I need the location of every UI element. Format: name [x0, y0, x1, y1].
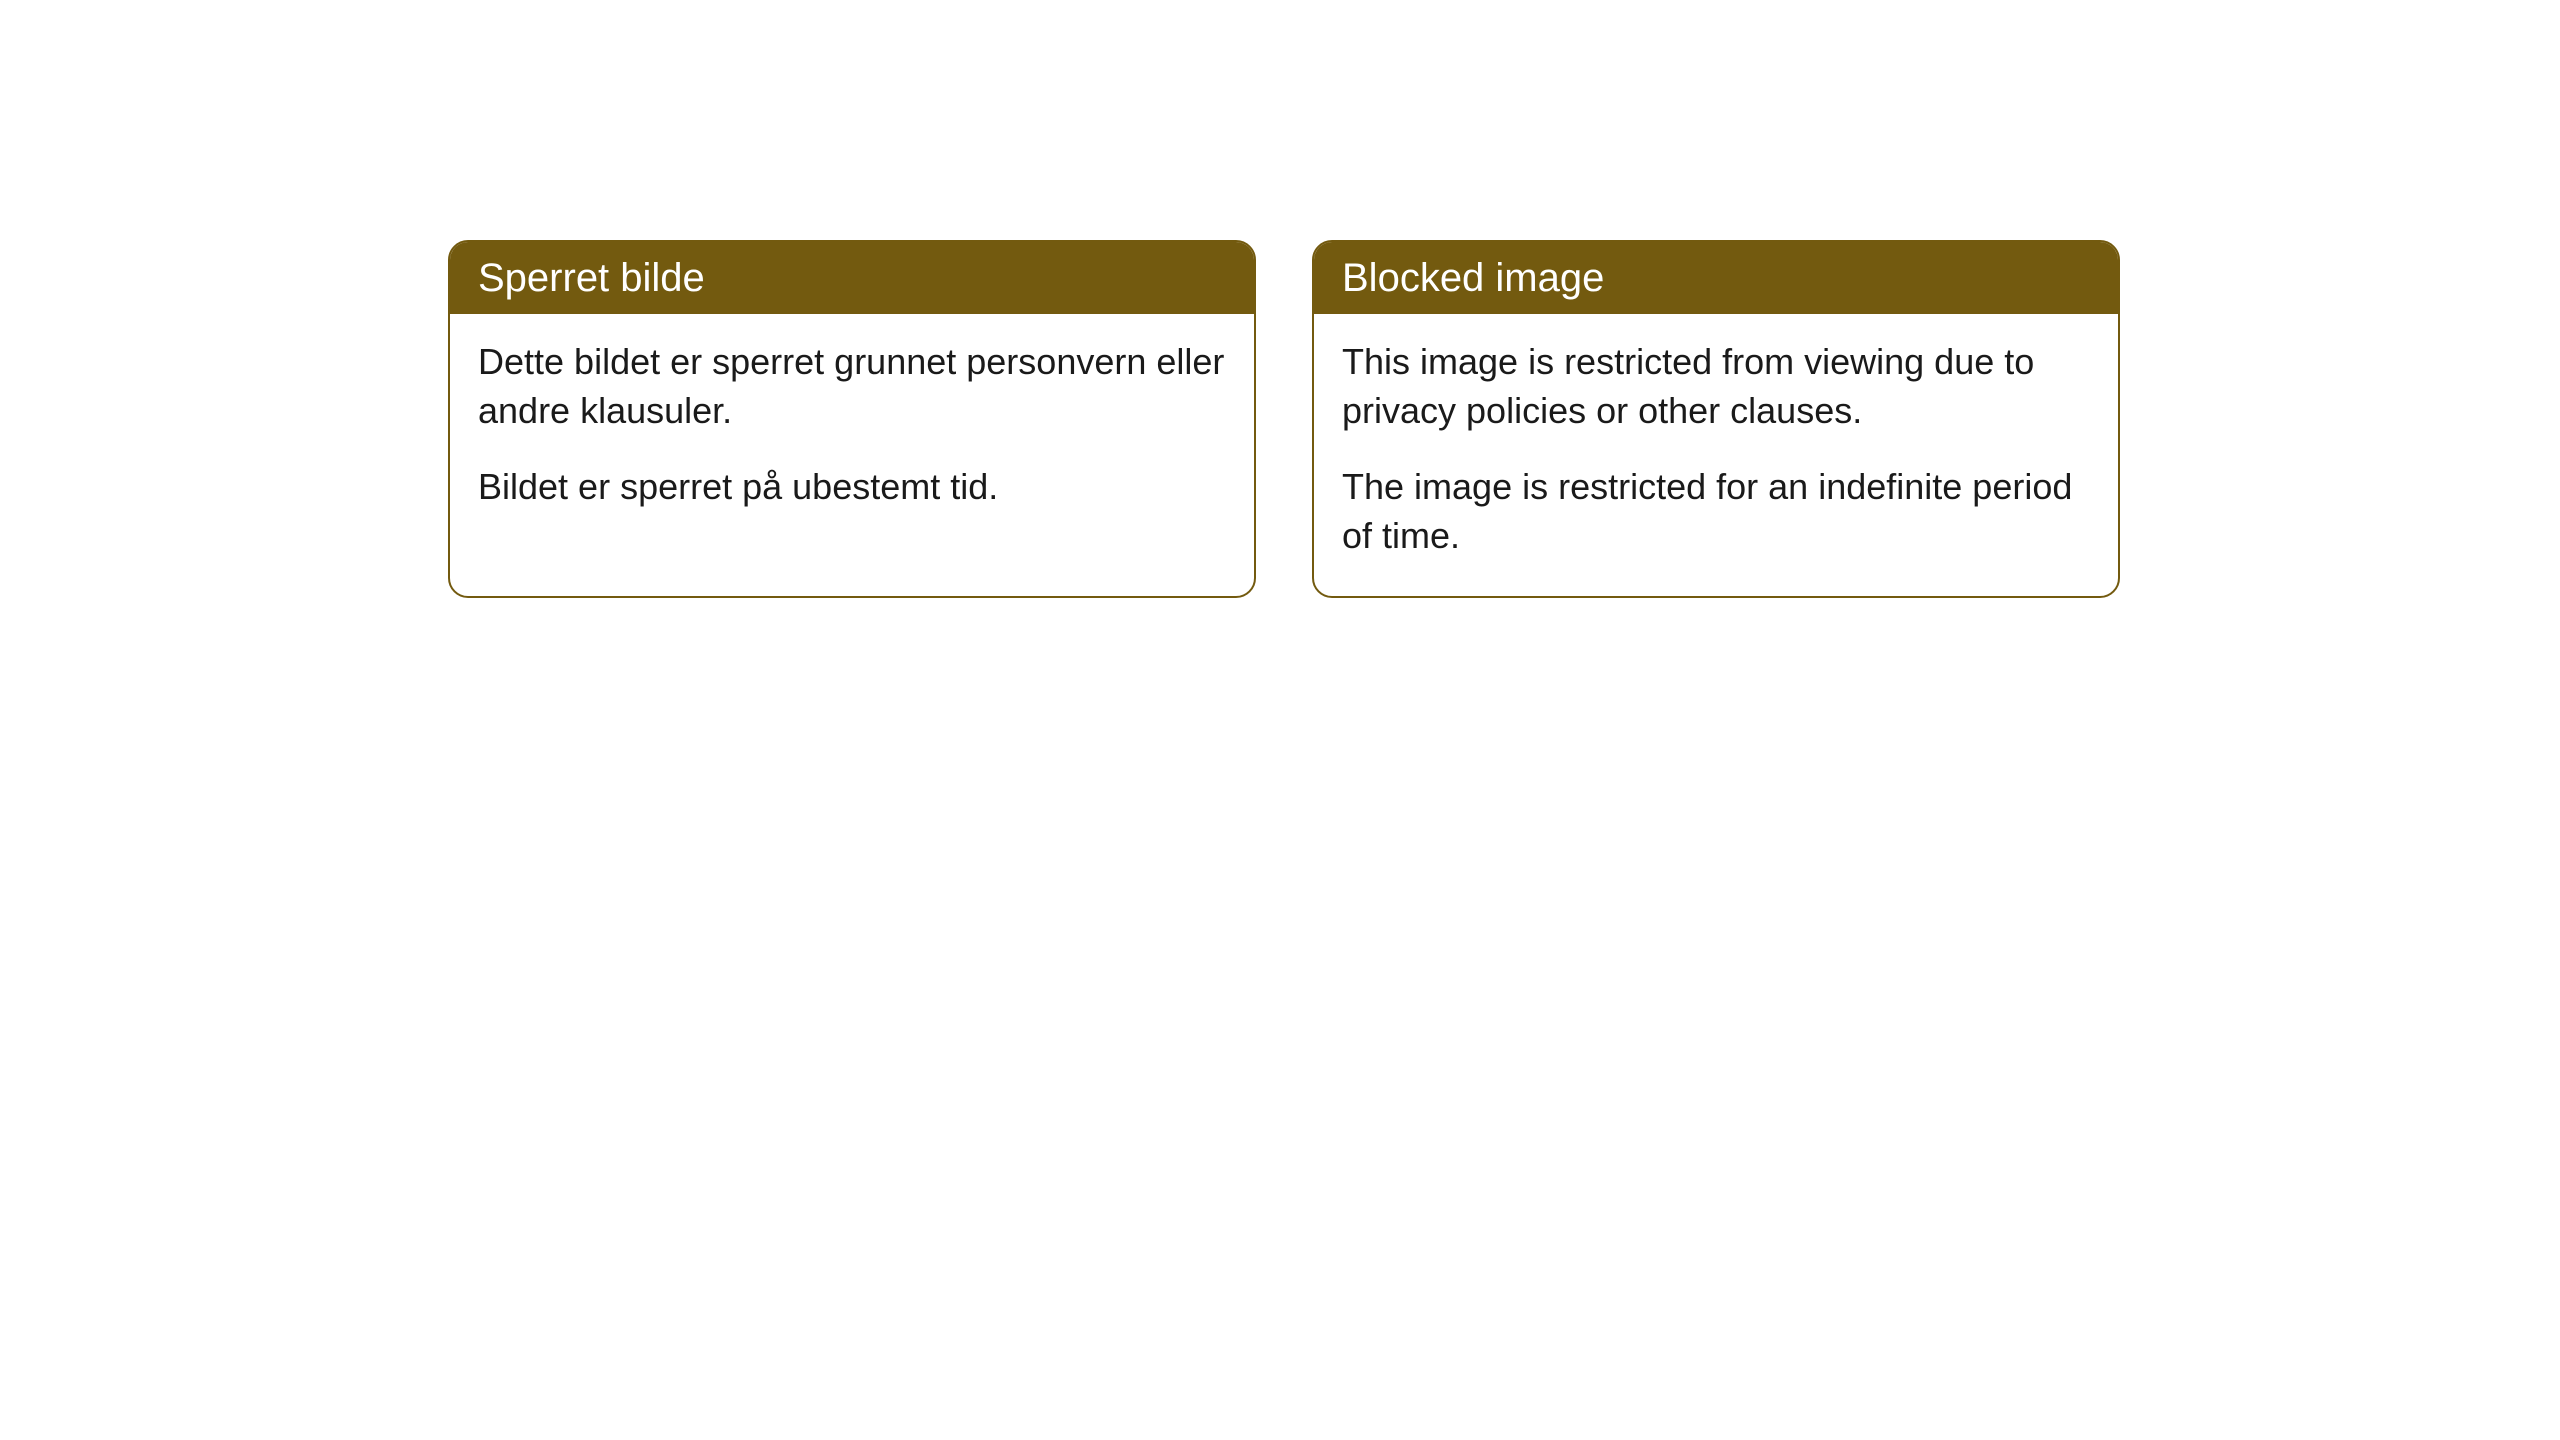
card-body-english: This image is restricted from viewing du… — [1314, 314, 2118, 596]
card-body-norwegian: Dette bildet er sperret grunnet personve… — [450, 314, 1254, 548]
blocked-image-card-english: Blocked image This image is restricted f… — [1312, 240, 2120, 598]
card-paragraph: This image is restricted from viewing du… — [1342, 338, 2090, 435]
card-paragraph: Bildet er sperret på ubestemt tid. — [478, 463, 1226, 512]
card-header-english: Blocked image — [1314, 242, 2118, 314]
card-header-norwegian: Sperret bilde — [450, 242, 1254, 314]
blocked-image-card-norwegian: Sperret bilde Dette bildet er sperret gr… — [448, 240, 1256, 598]
card-paragraph: The image is restricted for an indefinit… — [1342, 463, 2090, 560]
card-paragraph: Dette bildet er sperret grunnet personve… — [478, 338, 1226, 435]
notice-cards-container: Sperret bilde Dette bildet er sperret gr… — [0, 0, 2560, 598]
